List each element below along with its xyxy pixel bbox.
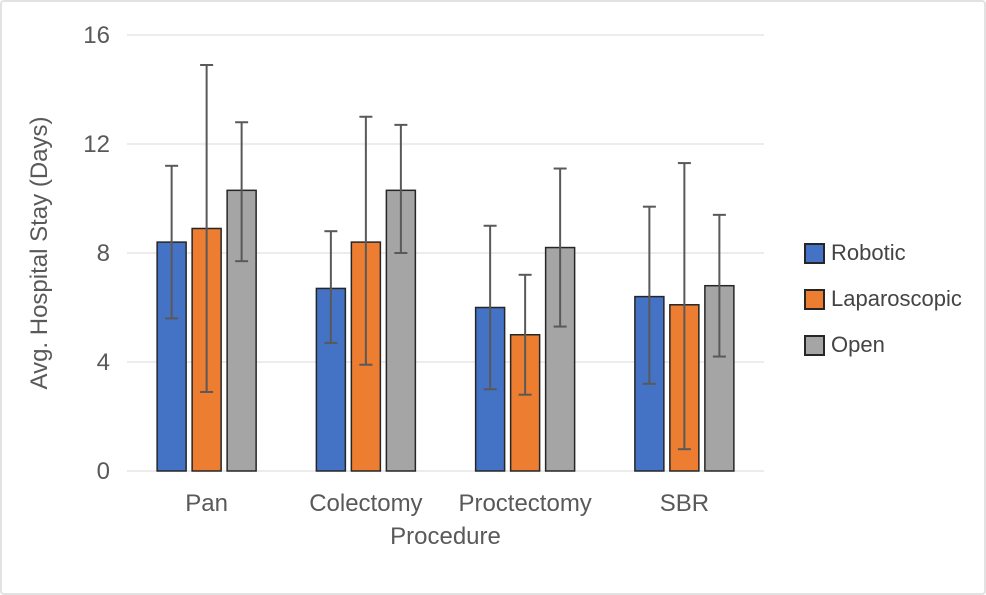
- x-axis-title: Procedure: [390, 523, 501, 550]
- y-tick-label: 4: [97, 349, 110, 376]
- bar-open-pan: [226, 189, 257, 472]
- legend-item-open: Open: [804, 332, 962, 358]
- legend: Robotic Laparoscopic Open: [804, 240, 962, 358]
- x-tick-label: Proctectomy: [458, 490, 591, 517]
- legend-label: Robotic: [831, 240, 906, 265]
- y-tick-label: 12: [83, 131, 110, 158]
- legend-item-laparoscopic: Laparoscopic: [804, 286, 962, 312]
- x-tick-label: Colectomy: [309, 490, 422, 517]
- legend-item-robotic: Robotic: [804, 240, 962, 266]
- bar-robotic-pan: [156, 241, 187, 472]
- legend-label: Open: [831, 332, 885, 357]
- x-tick-label: SBR: [660, 490, 709, 517]
- legend-swatch-icon: [804, 334, 825, 356]
- legend-label: Laparoscopic: [831, 286, 962, 311]
- x-tick-label: Pan: [185, 490, 228, 517]
- y-axis-title: Avg. Hospital Stay (Days): [26, 116, 53, 390]
- legend-swatch-icon: [804, 242, 825, 264]
- y-tick-label: 0: [97, 458, 110, 485]
- y-tick-label: 8: [97, 240, 110, 267]
- legend-swatch-icon: [804, 288, 825, 310]
- y-tick-label: 16: [83, 22, 110, 49]
